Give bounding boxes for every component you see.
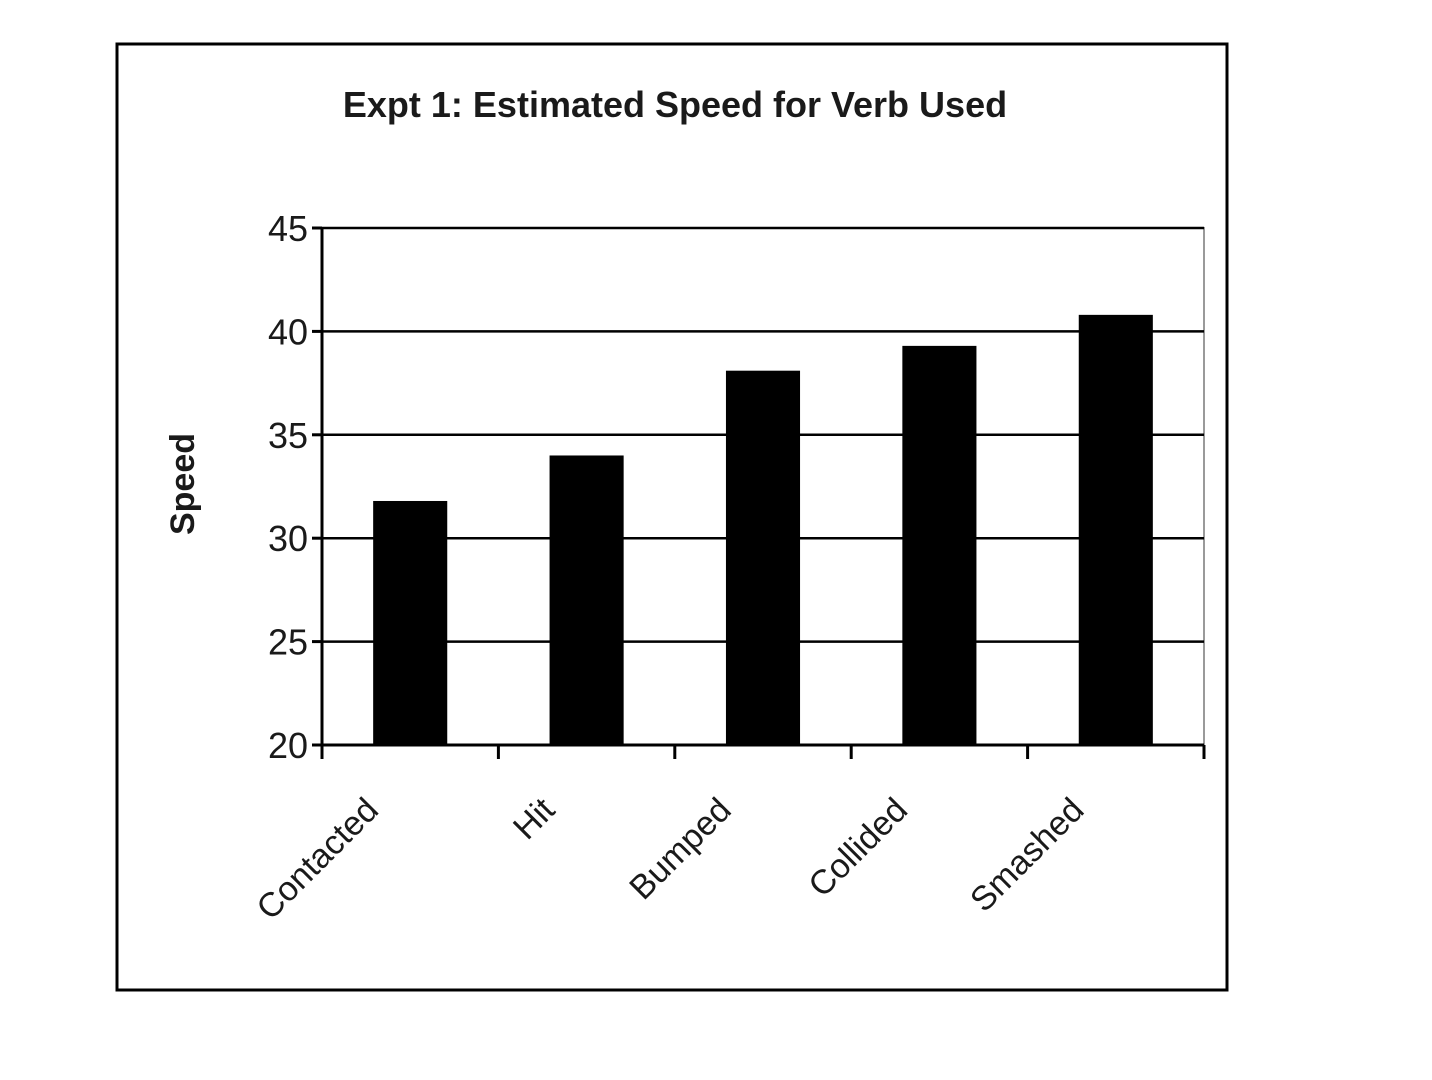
bar-smashed xyxy=(1078,314,1153,745)
bar-contacted xyxy=(373,500,448,745)
bar-hit xyxy=(549,455,624,745)
chart-frame xyxy=(115,42,1229,992)
y-axis-label: Speed xyxy=(164,433,202,535)
y-tick-label: 20 xyxy=(268,725,308,766)
y-tick-label: 30 xyxy=(268,518,308,559)
y-tick-label: 35 xyxy=(268,415,308,456)
y-tick-label: 45 xyxy=(268,208,308,249)
y-tick-label: 40 xyxy=(268,311,308,352)
y-tick-label: 25 xyxy=(268,622,308,663)
bar-bumped xyxy=(725,370,801,745)
bar-collided xyxy=(902,345,977,745)
chart-title: Expt 1: Estimated Speed for Verb Used xyxy=(343,84,1007,125)
